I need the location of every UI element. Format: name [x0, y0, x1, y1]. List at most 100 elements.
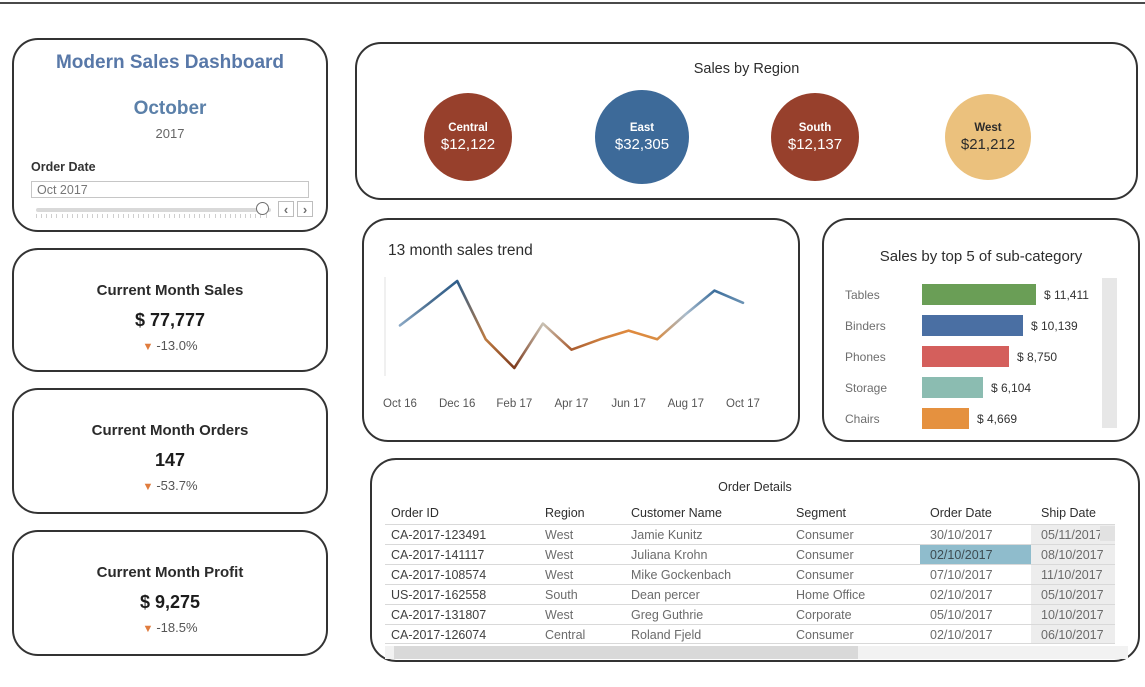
subcategory-row[interactable]: Tables $ 11,411 [824, 284, 1138, 305]
subcategory-bar[interactable] [922, 408, 969, 429]
order-table-header-cell[interactable]: Order ID [391, 506, 439, 520]
order-table-header-cell[interactable]: Order Date [930, 506, 992, 520]
order-table-header-cell[interactable]: Region [545, 506, 585, 520]
order-table-cell[interactable]: 05/10/2017 [930, 608, 993, 622]
order-table-cell[interactable]: US-2017-162558 [391, 588, 487, 602]
kpi-delta-text: -18.5% [156, 620, 198, 635]
order-details-card: Order Details Order ID Region Customer Nam… [370, 458, 1140, 662]
order-table-header-cell[interactable]: Ship Date [1041, 506, 1096, 520]
order-table-row[interactable]: CA-2017-123491 West Jamie Kunitz Consumer 30… [385, 524, 1115, 544]
order-table-cell[interactable]: 07/10/2017 [930, 568, 993, 582]
kpi-value: $ 9,275 [139, 592, 201, 612]
order-table-cell[interactable]: Consumer [796, 628, 854, 642]
order-table-cell[interactable]: West [545, 608, 574, 622]
slider-tick [122, 214, 124, 218]
region-bubble-west[interactable]: West $21,212 [945, 94, 1031, 180]
table-horizontal-scrollbar-thumb[interactable] [394, 646, 858, 659]
order-table-cell[interactable]: Consumer [796, 548, 854, 562]
order-table-header-cell[interactable]: Segment [796, 506, 847, 520]
subcategory-bar[interactable] [922, 315, 1023, 336]
kpi-delta: ▼ -13.0% [14, 338, 326, 353]
subcategory-row[interactable]: Binders $ 10,139 [824, 315, 1138, 336]
subcategory-row[interactable]: Storage $ 6,104 [824, 377, 1138, 398]
region-bubble-central[interactable]: Central $12,122 [424, 93, 512, 181]
kpi-delta: ▼ -53.7% [14, 478, 326, 493]
slider-tick [66, 214, 68, 218]
order-table-row[interactable]: CA-2017-108574 West Mike Gockenbach Consume… [385, 564, 1115, 584]
order-table-cell[interactable]: CA-2017-141117 [391, 548, 485, 562]
order-table-row[interactable]: CA-2017-126074 Central Roland Fjeld Consume… [385, 624, 1115, 644]
table-vertical-scrollbar[interactable] [1100, 526, 1115, 541]
order-table-cell[interactable]: Consumer [796, 528, 854, 542]
slider-tick [224, 214, 226, 218]
order-table-cell[interactable]: 02/10/2017 [930, 588, 993, 602]
region-bubble-label: South [798, 121, 832, 134]
slider-tick [199, 214, 201, 218]
subcategory-value: $ 10,139 [1031, 319, 1078, 333]
order-table-cell[interactable]: 08/10/2017 [1031, 545, 1115, 564]
order-date-slider-handle[interactable] [256, 202, 269, 215]
sales-by-region-card: Sales by Region Central $12,122 East $32,30… [355, 42, 1138, 200]
subcategory-label: Tables [845, 288, 880, 302]
slider-tick [178, 214, 180, 218]
order-table-cell[interactable]: Roland Fjeld [631, 628, 702, 642]
order-table-cell[interactable]: Greg Guthrie [631, 608, 704, 622]
subcategory-row[interactable]: Phones $ 8,750 [824, 346, 1138, 367]
order-table-cell[interactable]: 05/10/2017 [1031, 585, 1115, 604]
slider-tick [245, 214, 247, 218]
region-bubble-south[interactable]: South $12,137 [771, 93, 859, 181]
order-table-cell[interactable]: 30/10/2017 [930, 528, 993, 542]
order-table-cell[interactable]: 02/10/2017 [920, 545, 1031, 564]
order-table-cell[interactable]: Corporate [796, 608, 852, 622]
order-table-cell[interactable]: Consumer [796, 568, 854, 582]
order-table-cell[interactable]: West [545, 568, 574, 582]
order-table-cell[interactable]: 06/10/2017 [1031, 625, 1115, 643]
region-bubble-east[interactable]: East $32,305 [595, 90, 689, 184]
table-horizontal-scrollbar-track[interactable] [385, 646, 1128, 659]
subcategory-bar[interactable] [922, 377, 983, 398]
trend-x-axis: Oct 16 Dec 16 Feb 17 Apr 17 Jun 17 Aug 17 Oct … [364, 398, 798, 414]
kpi-card-profit: Current Month Profit $ 9,275 ▼ -18.5% [12, 530, 328, 656]
subcategory-value: $ 6,104 [991, 381, 1032, 395]
order-date-slider-track[interactable] [36, 208, 271, 212]
order-table-cell[interactable]: CA-2017-126074 [391, 628, 487, 642]
next-month-button[interactable]: › [297, 201, 313, 217]
order-table-cell[interactable]: CA-2017-131807 [391, 608, 487, 622]
slider-tick [260, 214, 262, 218]
slider-tick [112, 214, 114, 218]
order-table-cell[interactable]: Jamie Kunitz [631, 528, 703, 542]
order-table-cell[interactable]: 10/10/2017 [1031, 605, 1115, 624]
trend-line[interactable] [398, 279, 745, 370]
subcategory-bar[interactable] [922, 346, 1009, 367]
order-table-cell[interactable]: Central [545, 628, 586, 642]
order-table-cell[interactable]: CA-2017-108574 [391, 568, 487, 582]
order-table-cell[interactable]: Home Office [796, 588, 866, 602]
kpi-card-sales: Current Month Sales $ 77,777 ▼ -13.0% [12, 248, 328, 372]
delta-down-icon: ▼ [142, 623, 154, 635]
kpi-delta-text: -53.7% [156, 478, 198, 493]
order-table-header-cell[interactable]: Customer Name [631, 506, 722, 520]
order-table-cell[interactable]: South [545, 588, 578, 602]
order-table-row[interactable]: CA-2017-141117 West Juliana Krohn Consumer 0… [385, 544, 1115, 564]
order-table-cell[interactable]: Mike Gockenbach [631, 568, 732, 582]
order-table-cell[interactable]: Dean percer [631, 588, 700, 602]
subcategory-scrollbar[interactable] [1102, 278, 1117, 428]
order-date-input[interactable] [31, 181, 309, 198]
order-table-cell[interactable]: West [545, 528, 574, 542]
kpi-value: $ 77,777 [134, 310, 206, 330]
order-table-cell[interactable]: 05/11/2017 [1031, 525, 1115, 544]
order-table-cell[interactable]: CA-2017-123491 [391, 528, 487, 542]
previous-month-button[interactable]: ‹ [278, 201, 294, 217]
order-table-row[interactable]: CA-2017-131807 West Greg Guthrie Corporate 0… [385, 604, 1115, 624]
order-table-cell[interactable]: West [545, 548, 574, 562]
order-table-row[interactable]: US-2017-162558 South Dean percer Home Offic… [385, 584, 1115, 604]
order-table-cell[interactable]: 02/10/2017 [930, 628, 993, 642]
order-details-title: Order Details [718, 480, 792, 494]
order-table-cell[interactable]: Juliana Krohn [631, 548, 708, 562]
subcategory-row[interactable]: Chairs $ 4,669 [824, 408, 1138, 429]
subcategory-bar[interactable] [922, 284, 1036, 305]
region-bubble-value: $12,137 [787, 135, 843, 153]
slider-tick [265, 214, 267, 218]
slider-tick [240, 214, 241, 218]
order-table-cell[interactable]: 11/10/2017 [1031, 565, 1115, 584]
